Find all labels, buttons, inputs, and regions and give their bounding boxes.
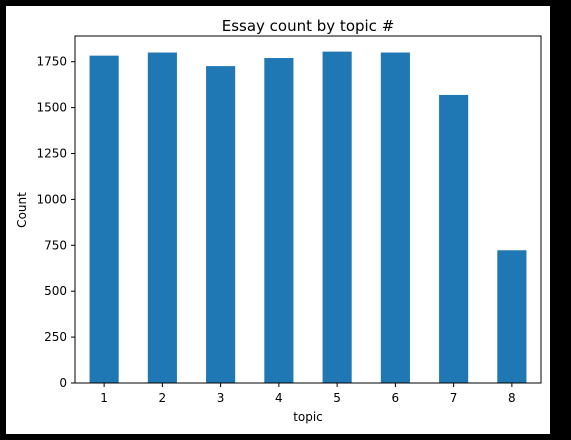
bar-topic-5 <box>322 51 352 383</box>
bar-chart: Essay count by topic # 1 2 3 4 5 6 7 8 0 250 500 7… <box>15 17 542 424</box>
x-tick-label: 7 <box>450 391 458 405</box>
chart-figure: Essay count by topic # 1 2 3 4 5 6 7 8 0 250 500 7… <box>6 6 550 434</box>
y-tick-label: 500 <box>44 284 67 298</box>
bars-group <box>89 51 527 384</box>
y-tick-label: 750 <box>44 238 67 252</box>
x-tick-label: 6 <box>392 391 400 405</box>
bar-topic-4 <box>264 58 294 384</box>
bar-topic-2 <box>147 52 177 384</box>
y-axis-ticks: 0 250 500 750 1000 1250 1500 1750 <box>36 55 75 390</box>
x-tick-label: 5 <box>333 391 341 405</box>
y-tick-label: 1250 <box>36 147 67 161</box>
y-tick-label: 0 <box>59 376 67 390</box>
bar-topic-6 <box>380 52 410 384</box>
y-axis-label: Count <box>15 192 29 228</box>
bar-topic-7 <box>439 94 469 383</box>
x-tick-label: 1 <box>100 391 108 405</box>
bar-topic-1 <box>89 55 119 384</box>
x-tick-label: 8 <box>508 391 516 405</box>
y-tick-label: 1000 <box>36 192 67 206</box>
x-tick-label: 2 <box>159 391 167 405</box>
bar-topic-3 <box>206 66 236 384</box>
chart-title: Essay count by topic # <box>222 17 395 35</box>
x-axis-ticks: 1 2 3 4 5 6 7 8 <box>100 383 516 405</box>
y-tick-label: 250 <box>44 330 67 344</box>
bar-topic-8 <box>497 250 527 383</box>
y-tick-label: 1750 <box>36 55 67 69</box>
plot-frame <box>74 35 542 384</box>
x-tick-label: 4 <box>275 391 283 405</box>
y-tick-label: 1500 <box>36 101 67 115</box>
x-tick-label: 3 <box>217 391 225 405</box>
x-axis-label: topic <box>293 410 323 424</box>
